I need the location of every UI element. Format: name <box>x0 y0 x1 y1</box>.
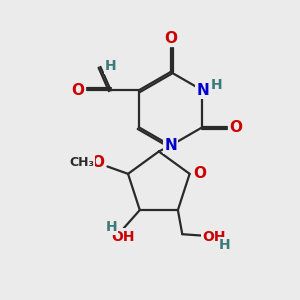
Text: O: O <box>71 83 84 98</box>
Text: N: N <box>164 138 177 153</box>
Text: H: H <box>219 238 230 252</box>
Text: N: N <box>197 83 209 98</box>
Text: H: H <box>105 220 117 234</box>
Text: OH: OH <box>111 230 135 244</box>
Text: CH₃: CH₃ <box>69 156 94 169</box>
Text: H: H <box>105 59 117 73</box>
Text: O: O <box>164 31 177 46</box>
Text: O: O <box>91 155 104 170</box>
Text: O: O <box>230 120 243 135</box>
Text: O: O <box>193 167 206 182</box>
Text: OH: OH <box>202 230 226 244</box>
Text: H: H <box>211 78 222 92</box>
